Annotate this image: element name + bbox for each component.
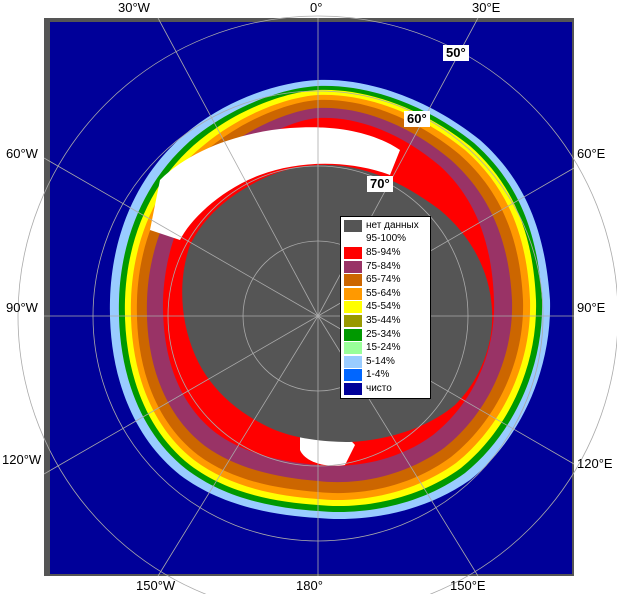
legend-swatch [344, 382, 362, 395]
legend-label: 15-24% [366, 342, 401, 354]
lon-label-120e: 120°E [577, 456, 613, 471]
legend-swatch [344, 287, 362, 300]
legend-swatch [344, 219, 362, 232]
legend-item: нет данных [341, 219, 430, 233]
lon-label-120w: 120°W [2, 452, 42, 467]
ice-band-white-top [150, 127, 400, 240]
lon-label-150w: 150°W [136, 578, 176, 593]
lon-label-90w: 90°W [6, 300, 38, 315]
lon-label-30w: 30°W [118, 0, 150, 15]
legend-swatch [344, 355, 362, 368]
lon-label-60e: 60°E [577, 146, 606, 161]
legend-label: нет данных [366, 219, 419, 231]
legend-label: 65-74% [366, 274, 401, 286]
legend-item: 35-44% [341, 314, 430, 328]
lon-label-90e: 90°E [577, 300, 606, 315]
legend-label: 75-84% [366, 260, 401, 272]
legend-swatch [344, 328, 362, 341]
legend-item: 65-74% [341, 273, 430, 287]
lon-label-150e: 150°E [450, 578, 486, 593]
legend-item: 95-100% [341, 233, 430, 247]
legend-label: 85-94% [366, 246, 401, 258]
lon-label-60w: 60°W [6, 146, 38, 161]
legend-item: 75-84% [341, 260, 430, 274]
legend-item: 15-24% [341, 341, 430, 355]
legend-item: чисто [341, 382, 430, 396]
lon-label-180: 180° [296, 578, 323, 593]
legend-label: 45-54% [366, 301, 401, 313]
legend-label: 35-44% [366, 314, 401, 326]
legend-label: 25-34% [366, 328, 401, 340]
legend-item: 1-4% [341, 369, 430, 383]
legend-swatch [344, 369, 362, 382]
legend-item: 25-34% [341, 328, 430, 342]
legend-label: 55-64% [366, 287, 401, 299]
legend: нет данных 95-100% 85-94% 75-84% 65-74% 55-64… [340, 216, 431, 399]
legend-swatch [344, 301, 362, 314]
legend-swatch [344, 342, 362, 355]
legend-swatch [344, 246, 362, 259]
legend-item: 55-64% [341, 287, 430, 301]
legend-label: 1-4% [366, 369, 390, 381]
lon-label-30e: 30°E [472, 0, 501, 15]
legend-swatch [344, 274, 362, 287]
lat-label-50: 50° [443, 45, 469, 61]
lat-label-60: 60° [404, 111, 430, 127]
legend-swatch [344, 233, 362, 246]
legend-item: 5-14% [341, 355, 430, 369]
lat-label-70: 70° [367, 176, 393, 192]
legend-swatch [344, 260, 362, 273]
legend-item: 45-54% [341, 301, 430, 315]
legend-label: чисто [366, 382, 392, 394]
legend-label: 95-100% [366, 233, 407, 245]
legend-swatch [344, 314, 362, 327]
legend-label: 5-14% [366, 355, 395, 367]
lon-label-0: 0° [310, 0, 323, 15]
legend-item: 85-94% [341, 246, 430, 260]
